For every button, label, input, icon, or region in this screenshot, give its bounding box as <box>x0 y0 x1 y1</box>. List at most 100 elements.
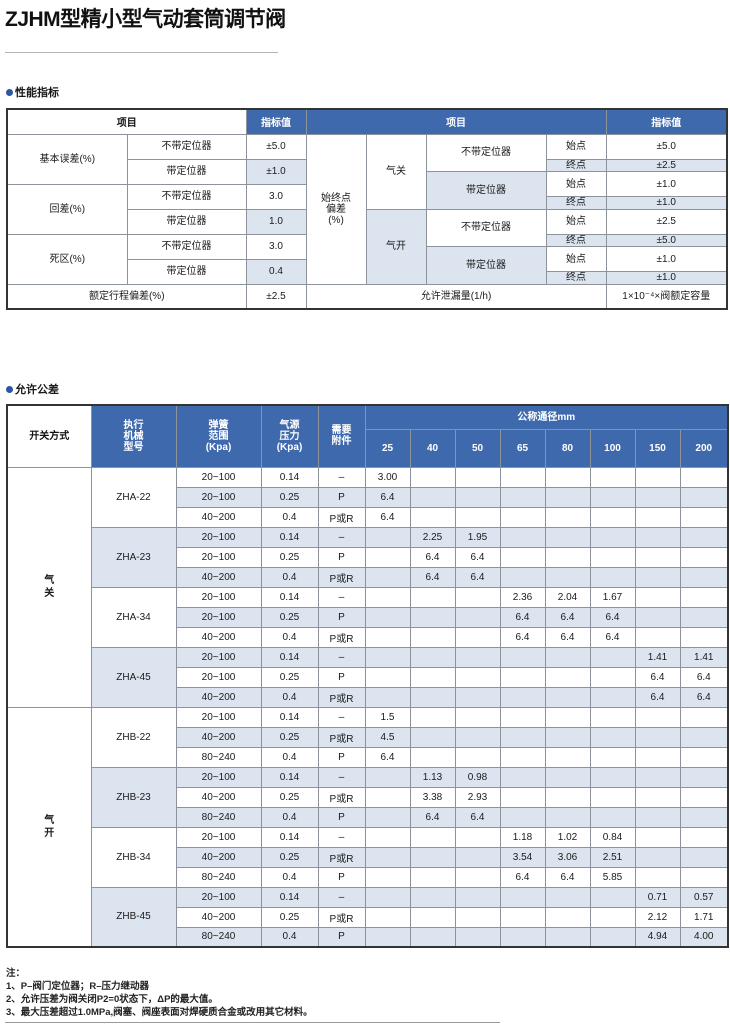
table-row: 40~200 0.4 P或R 6.4 <box>7 506 729 528</box>
dn-value-cell <box>409 586 456 608</box>
dn-value-cell <box>499 886 546 908</box>
dn-value-cell <box>679 526 729 548</box>
table-row: 40~200 0.4 P或R 6.4 6.4 <box>7 566 729 588</box>
right-value: ±5.0 <box>605 133 728 160</box>
dn-value-cell <box>589 506 636 528</box>
table-row: 80~240 0.4 P 6.4 6.4 <box>7 806 729 828</box>
dn-value-cell <box>634 506 681 528</box>
section-performance-heading: 性能指标 <box>6 84 59 100</box>
accessory-cell: P <box>317 806 366 828</box>
table-row: 20~100 0.25 P 6.4 6.4 <box>7 546 729 568</box>
dn-value-cell: 6.4 <box>589 626 636 648</box>
note-item: 2、允许压差为阀关闭P2=0状态下，ΔP的最大值。 <box>6 994 218 1005</box>
dn-value-cell <box>364 586 411 608</box>
dn-value-cell: 2.25 <box>409 526 456 548</box>
dn-value-cell <box>499 766 546 788</box>
air-cell: 0.25 <box>260 906 319 928</box>
dn-value-cell <box>409 606 456 628</box>
accessory-cell: P或R <box>317 846 366 868</box>
dn-value-cell <box>454 626 501 648</box>
spring-cell: 20~100 <box>175 886 262 908</box>
left-value: 3.0 <box>245 183 307 210</box>
dn-value-cell <box>679 506 729 528</box>
air-cell: 0.25 <box>260 546 319 568</box>
footer-left-label: 额定行程偏差(%) <box>6 283 247 310</box>
model-cell: ZHB-34 <box>90 826 177 888</box>
dn-value-cell <box>499 666 546 688</box>
dn-value-cell <box>364 826 411 848</box>
bullet-icon <box>6 88 13 96</box>
dn-value-cell <box>679 466 729 488</box>
header-model: 执行 机械 型号 <box>90 404 177 468</box>
accessory-cell: P或R <box>317 786 366 808</box>
dn-value-cell <box>454 646 501 668</box>
air-cell: 0.14 <box>260 586 319 608</box>
header-value-left: 指标值 <box>245 108 307 135</box>
left-value: 1.0 <box>245 208 307 235</box>
dn-value-cell <box>679 546 729 568</box>
dn-value-cell <box>454 666 501 688</box>
dn-value-cell <box>364 886 411 908</box>
dn-value-cell <box>409 626 456 648</box>
dn-value-cell: 6.4 <box>409 566 456 588</box>
spring-cell: 20~100 <box>175 486 262 508</box>
spring-cell: 40~200 <box>175 566 262 588</box>
header-value-right: 指标值 <box>605 108 728 135</box>
dn-value-cell: 1.13 <box>409 766 456 788</box>
dn-value-cell <box>499 546 546 568</box>
dn-value-cell: 2.51 <box>589 846 636 868</box>
header-item-right: 项目 <box>305 108 607 135</box>
dn-value-cell <box>634 846 681 868</box>
dn-value-cell <box>364 906 411 928</box>
dn-value-cell: 1.41 <box>679 646 729 668</box>
dn-value-cell <box>679 846 729 868</box>
tolerance-table: 开关方式 执行 机械 型号 弹簧 范围 (Kpa) 气源 压力 (Kpa) 需要… <box>6 404 730 948</box>
air-cell: 0.14 <box>260 766 319 788</box>
dn-value-cell: 6.4 <box>409 546 456 568</box>
point-label: 始点 <box>545 246 607 272</box>
right-sub-label: 不带定位器 <box>425 208 547 247</box>
accessory-cell: – <box>317 766 366 788</box>
dn-value-cell <box>544 686 591 708</box>
accessory-cell: P <box>317 666 366 688</box>
dn-value-cell <box>544 646 591 668</box>
dn-value-cell: 3.54 <box>499 846 546 868</box>
point-label: 终点 <box>545 196 607 210</box>
header-dn-25: 25 <box>364 428 411 468</box>
left-sub-label: 不带定位器 <box>126 133 247 160</box>
accessory-cell: – <box>317 826 366 848</box>
table-row: 40~200 0.25 P或R 4.5 <box>7 726 729 748</box>
dn-value-cell <box>634 486 681 508</box>
left-value: ±1.0 <box>245 158 307 185</box>
dn-value-cell <box>634 706 681 728</box>
dn-value-cell: 6.4 <box>409 806 456 828</box>
point-label: 始点 <box>545 208 607 235</box>
table-row: 40~200 0.4 P或R 6.4 6.4 <box>7 686 729 708</box>
point-label: 始点 <box>545 171 607 197</box>
model-cell: ZHB-22 <box>90 706 177 768</box>
spring-cell: 40~200 <box>175 686 262 708</box>
dn-value-cell <box>679 766 729 788</box>
dn-value-cell <box>409 666 456 688</box>
dn-value-cell <box>499 806 546 828</box>
spring-cell: 20~100 <box>175 606 262 628</box>
dn-value-cell: 1.18 <box>499 826 546 848</box>
air-cell: 0.4 <box>260 746 319 768</box>
accessory-cell: – <box>317 526 366 548</box>
air-cell: 0.4 <box>260 686 319 708</box>
notes: 注： 1、P–阀门定位器；R–压力继动器 2、允许压差为阀关闭P2=0状态下，Δ… <box>6 967 313 1019</box>
air-cell: 0.14 <box>260 886 319 908</box>
spring-cell: 80~240 <box>175 926 262 948</box>
page-title: ZJHM型精小型气动套筒调节阀 <box>5 8 286 31</box>
accessory-cell: P或R <box>317 906 366 928</box>
dn-value-cell <box>409 746 456 768</box>
dn-value-cell: 6.4 <box>679 686 729 708</box>
dn-value-cell: 1.95 <box>454 526 501 548</box>
table-row: 20~100 0.25 P 6.4 <box>7 486 729 508</box>
left-sub-label: 不带定位器 <box>126 183 247 210</box>
dn-value-cell <box>589 766 636 788</box>
air-cell: 0.25 <box>260 606 319 628</box>
model-cell: ZHB-23 <box>90 766 177 828</box>
table-row: 80~240 0.4 P 4.94 4.00 <box>7 926 729 948</box>
dn-value-cell <box>364 806 411 828</box>
